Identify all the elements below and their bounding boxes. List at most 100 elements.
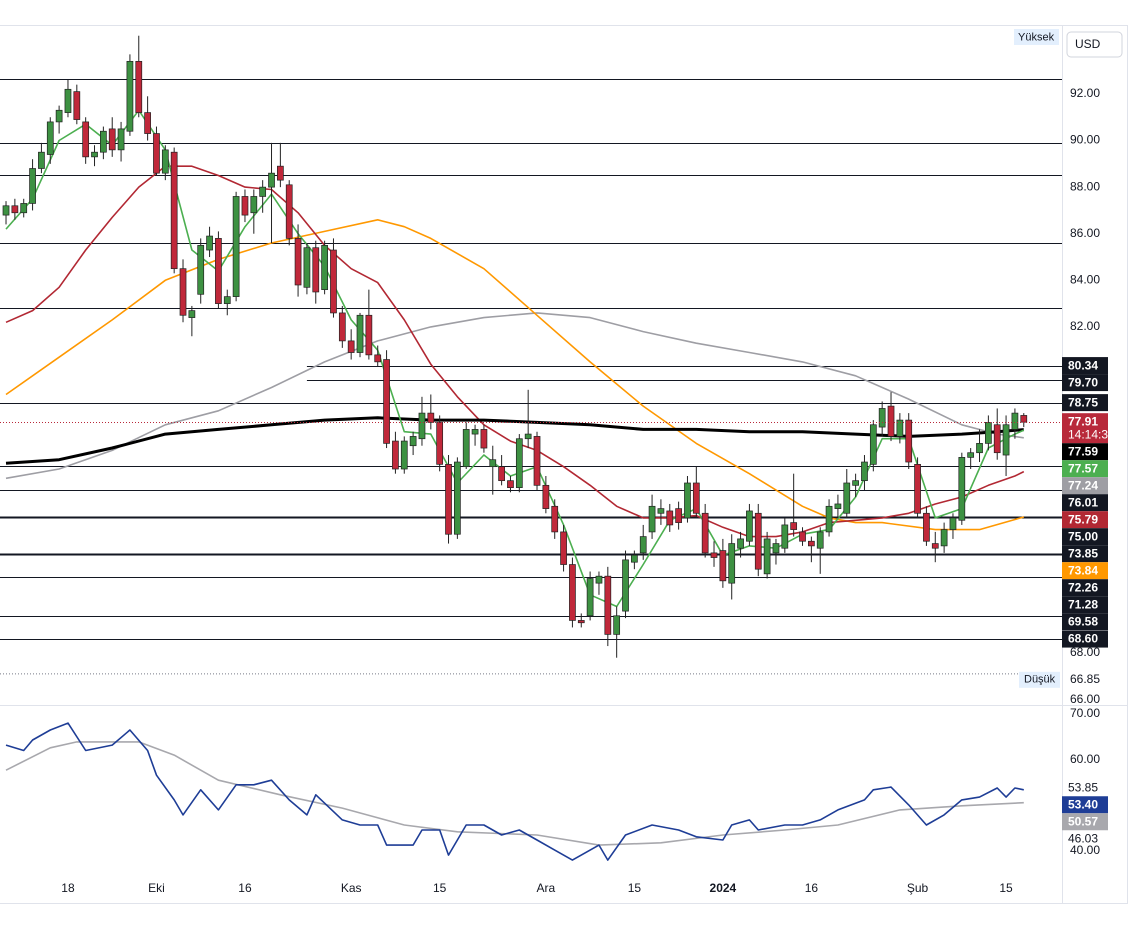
candle-body: [595, 575, 603, 584]
candle-body: [498, 466, 505, 482]
candle-body: [843, 482, 851, 514]
candle-body: [215, 238, 222, 304]
series-line: [5, 312, 1024, 480]
candle-body: [347, 340, 355, 353]
countdown: 14:14:39: [1068, 427, 1115, 441]
x-tick-label: 18: [61, 881, 75, 895]
y-tick-label: 40.00: [1070, 843, 1100, 857]
candle-body: [542, 484, 550, 509]
x-tick-label: 15: [628, 881, 642, 895]
y-tick-label: 66.00: [1070, 692, 1100, 706]
price-label-bg: [1062, 413, 1108, 444]
candle-body: [489, 459, 497, 468]
candle-body: [940, 529, 948, 547]
candle-body: [816, 531, 824, 549]
price-label-bg: [1062, 630, 1108, 648]
candle-body: [126, 60, 134, 132]
price-label: 53.85: [1068, 780, 1098, 794]
price-label-bg: [1062, 813, 1108, 831]
x-tick-label: Kas: [341, 881, 362, 895]
candle-body: [285, 184, 293, 239]
x-tick-label: 16: [238, 881, 252, 895]
candle-body: [2, 205, 10, 216]
price-label: 50.57: [1068, 814, 1098, 828]
candle-body: [55, 109, 63, 123]
price-label: 69.58: [1068, 614, 1098, 628]
candle-body: [569, 564, 576, 621]
candle-body: [400, 440, 408, 470]
candle-body: [1011, 412, 1019, 430]
price-label: 68.60: [1068, 632, 1098, 646]
candle-body: [241, 196, 249, 216]
candle-body: [515, 438, 523, 489]
candle-body: [631, 554, 638, 563]
candle-body: [648, 505, 656, 533]
candle-body: [914, 464, 921, 514]
candle-body: [179, 268, 187, 316]
price-label: 78.75: [1068, 395, 1098, 409]
candle-body: [144, 112, 151, 134]
candle-body: [117, 128, 125, 151]
candle-body: [684, 482, 691, 519]
x-tick-label: 15: [999, 881, 1013, 895]
candle-body: [232, 196, 240, 297]
candle-body: [719, 550, 727, 582]
price-label: 77.24: [1068, 478, 1098, 492]
candle-body: [622, 559, 629, 612]
candle-body: [38, 151, 45, 169]
candle-body: [471, 429, 479, 435]
series-line: [5, 741, 1024, 846]
candle-body: [834, 503, 842, 509]
candle-body: [108, 128, 116, 151]
y-tick-label: 86.00: [1070, 226, 1100, 240]
candle-body: [967, 452, 975, 458]
candle-body: [852, 480, 859, 486]
y-tick-label: 88.00: [1070, 179, 1100, 193]
candle-body: [365, 314, 373, 356]
price-label-bg: [1062, 374, 1108, 392]
candle-body: [409, 436, 417, 447]
currency[interactable]: USD: [1075, 37, 1101, 51]
x-tick-label: Eki: [148, 881, 165, 895]
candle-body: [746, 510, 753, 542]
candle-body: [321, 245, 328, 290]
candle-body: [11, 205, 19, 214]
candle-body: [480, 429, 488, 449]
price-label-bg: [1062, 613, 1108, 631]
currency-button[interactable]: [1066, 31, 1123, 58]
candle-body: [153, 133, 160, 174]
candle-body: [985, 422, 992, 444]
candle-body: [861, 461, 868, 482]
candle-body: [869, 424, 877, 465]
candle-body: [427, 412, 435, 423]
price-label-bg: [1062, 545, 1108, 563]
candle-body: [223, 296, 231, 304]
candle-body: [312, 247, 320, 293]
candle-body: [613, 615, 621, 635]
candle-body: [436, 422, 444, 465]
price-label-bg: [1062, 528, 1108, 546]
price-label: 76.01: [1068, 495, 1098, 509]
series-line: [5, 722, 1024, 861]
candle-body: [82, 121, 90, 158]
candle-body: [639, 536, 647, 554]
candle-body: [338, 312, 346, 342]
candle-body: [462, 429, 470, 468]
candle-body: [374, 354, 382, 363]
candle-body: [188, 310, 196, 318]
price-label-bg: [1062, 596, 1108, 614]
price-label: 75.79: [1068, 512, 1098, 526]
candle-body: [250, 196, 258, 214]
candle-body: [29, 168, 36, 204]
low-label-bg: [1019, 671, 1060, 688]
candle-body: [781, 524, 789, 549]
y-tick-label: 60.00: [1070, 752, 1100, 766]
series-line: [5, 165, 1025, 538]
candle-body: [577, 620, 585, 624]
y-tick-label: 90.00: [1070, 133, 1100, 147]
price-label: 46.03: [1068, 831, 1098, 845]
candle-body: [91, 151, 98, 158]
candle-body: [993, 424, 1001, 454]
candle-body: [657, 508, 665, 514]
high-label: Yüksek: [1018, 31, 1055, 43]
